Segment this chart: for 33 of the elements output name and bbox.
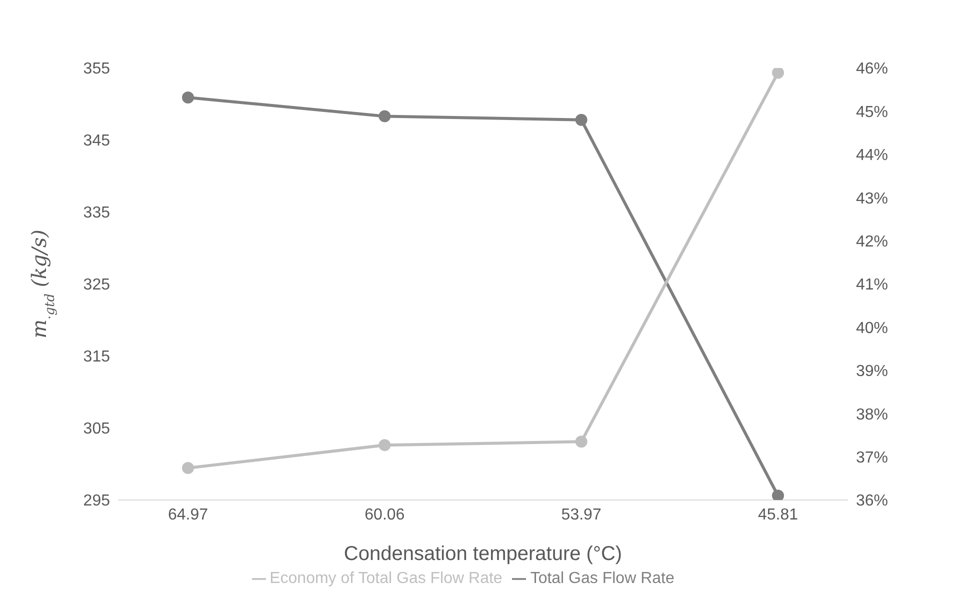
- x-tick-label: 53.97: [561, 506, 602, 524]
- y-tick-label: 325: [83, 276, 110, 294]
- y2-tick-label: 44%: [856, 147, 888, 164]
- x-axis-title: Condensation temperature (°C): [344, 543, 622, 565]
- y-tick-label: 335: [83, 204, 110, 222]
- point: [575, 114, 588, 126]
- y2-tick-label: 41%: [856, 276, 888, 294]
- legend-label: Economy of Total Gas Flow Rate: [270, 570, 502, 587]
- point: [378, 110, 391, 122]
- y2-tick-label: 46%: [856, 60, 888, 78]
- x-tick-label: 60.06: [364, 506, 405, 524]
- y2-tick-label: 39%: [856, 363, 888, 380]
- point: [182, 462, 194, 474]
- legend-label: Total Gas Flow Rate: [530, 570, 674, 587]
- y-tick-label: 355: [83, 60, 110, 78]
- point: [772, 68, 784, 79]
- point: [182, 92, 194, 104]
- x-tick-label: 64.97: [168, 506, 208, 524]
- point: [772, 490, 784, 500]
- y2-tick-label: 40%: [856, 320, 888, 337]
- y-tick-label: 315: [83, 348, 110, 366]
- point: [378, 439, 391, 452]
- y2-tick-label: 45%: [856, 104, 888, 121]
- y2-tick-label: 37%: [856, 449, 888, 466]
- y-tick-label: 345: [83, 132, 110, 150]
- y2-tick-label: 38%: [856, 406, 888, 424]
- y-tick-label: 295: [83, 492, 110, 510]
- point: [575, 436, 588, 448]
- y2-tick-label: 36%: [856, 492, 888, 510]
- y-tick-label: 305: [83, 420, 110, 438]
- y2-tick-label: 43%: [856, 190, 888, 208]
- x-tick-label: 45.81: [758, 506, 798, 524]
- y2-tick-label: 42%: [856, 233, 888, 250]
